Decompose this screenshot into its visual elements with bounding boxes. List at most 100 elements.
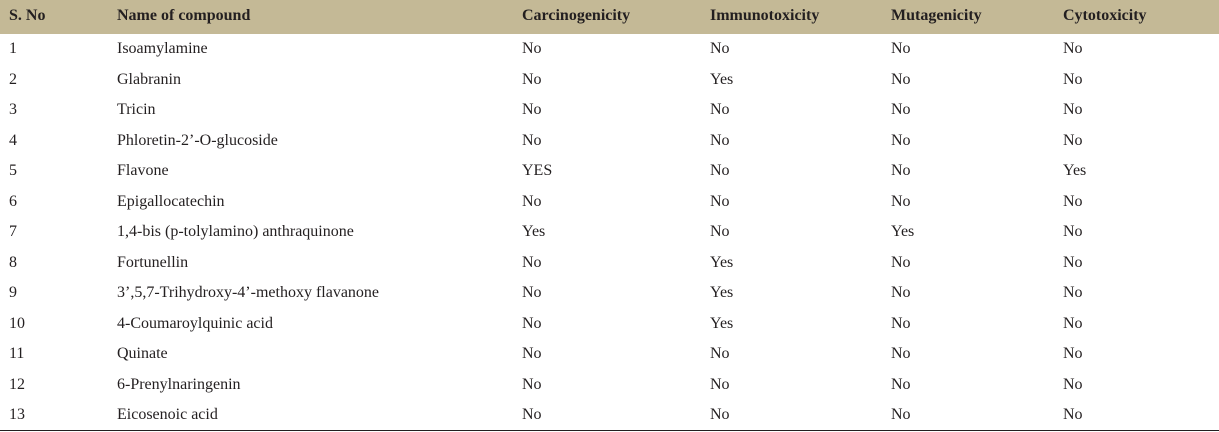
cell-immunotoxicity: No bbox=[710, 101, 730, 119]
cell-s-no: 11 bbox=[9, 345, 25, 363]
cell-cytotoxicity: No bbox=[1063, 131, 1083, 149]
table-row: 6 Epigallocatechin No No No No bbox=[0, 187, 1219, 218]
cell-immunotoxicity: Yes bbox=[710, 314, 734, 332]
table-row: 3 Tricin No No No No bbox=[0, 95, 1219, 126]
cell-carcinogenicity: Yes bbox=[522, 223, 546, 241]
cell-mutagenicity: Yes bbox=[891, 223, 915, 241]
table-body: 1 Isoamylamine No No No No 2 Glabranin No Yes No No… bbox=[0, 34, 1219, 431]
header-immunotoxicity: Immunotoxicity bbox=[710, 7, 820, 24]
cell-carcinogenicity: No bbox=[522, 314, 542, 332]
cell-immunotoxicity: No bbox=[710, 131, 730, 149]
cell-mutagenicity: No bbox=[891, 345, 911, 363]
cell-compound-name: Glabranin bbox=[117, 70, 181, 88]
cell-mutagenicity: No bbox=[891, 253, 911, 271]
cell-cytotoxicity: No bbox=[1063, 192, 1083, 210]
cell-mutagenicity: No bbox=[891, 314, 911, 332]
cell-carcinogenicity: No bbox=[522, 131, 542, 149]
cell-cytotoxicity: No bbox=[1063, 314, 1083, 332]
cell-s-no: 9 bbox=[9, 284, 17, 302]
cell-compound-name: Eicosenoic acid bbox=[117, 406, 218, 423]
cell-compound-name: Epigallocatechin bbox=[117, 192, 225, 210]
cell-mutagenicity: No bbox=[891, 375, 911, 393]
cell-s-no: 7 bbox=[9, 223, 17, 241]
cell-immunotoxicity: No bbox=[710, 223, 730, 241]
table-row: 5 Flavone YES No No Yes bbox=[0, 156, 1219, 187]
cell-carcinogenicity: No bbox=[522, 345, 542, 363]
cell-carcinogenicity: No bbox=[522, 70, 542, 88]
cell-immunotoxicity: Yes bbox=[710, 284, 734, 302]
cell-immunotoxicity: Yes bbox=[710, 70, 734, 88]
table-row: 13 Eicosenoic acid No No No No bbox=[0, 400, 1219, 431]
cell-compound-name: Phloretin-2’-O-glucoside bbox=[117, 131, 278, 149]
cell-immunotoxicity: No bbox=[710, 40, 730, 58]
cell-cytotoxicity: No bbox=[1063, 223, 1083, 241]
cell-s-no: 2 bbox=[9, 70, 17, 88]
cell-cytotoxicity: Yes bbox=[1063, 162, 1087, 180]
cell-cytotoxicity: No bbox=[1063, 40, 1083, 58]
cell-carcinogenicity: No bbox=[522, 40, 542, 58]
cell-compound-name: Tricin bbox=[117, 101, 156, 119]
header-cytotoxicity: Cytotoxicity bbox=[1063, 7, 1147, 24]
cell-carcinogenicity: No bbox=[522, 101, 542, 119]
cell-cytotoxicity: No bbox=[1063, 406, 1083, 423]
header-mutagenicity: Mutagenicity bbox=[891, 7, 982, 24]
cell-compound-name: 4-Coumaroylquinic acid bbox=[117, 314, 273, 332]
cell-mutagenicity: No bbox=[891, 192, 911, 210]
table-row: 7 1,4-bis (p-tolylamino) anthraquinone Yes… bbox=[0, 217, 1219, 248]
table-row: 11 Quinate No No No No bbox=[0, 339, 1219, 370]
cell-s-no: 10 bbox=[9, 314, 25, 332]
cell-immunotoxicity: No bbox=[710, 375, 730, 393]
table-row: 8 Fortunellin No Yes No No bbox=[0, 248, 1219, 279]
cell-carcinogenicity: YES bbox=[522, 162, 553, 180]
cell-cytotoxicity: No bbox=[1063, 101, 1083, 119]
cell-s-no: 3 bbox=[9, 101, 17, 119]
cell-s-no: 12 bbox=[9, 375, 25, 393]
cell-cytotoxicity: No bbox=[1063, 284, 1083, 302]
cell-compound-name: Fortunellin bbox=[117, 253, 189, 271]
cell-s-no: 13 bbox=[9, 406, 25, 423]
cell-compound-name: Isoamylamine bbox=[117, 40, 208, 58]
table-row: 1 Isoamylamine No No No No bbox=[0, 34, 1219, 65]
cell-cytotoxicity: No bbox=[1063, 70, 1083, 88]
cell-mutagenicity: No bbox=[891, 70, 911, 88]
cell-cytotoxicity: No bbox=[1063, 375, 1083, 393]
cell-s-no: 4 bbox=[9, 131, 17, 149]
table-row: 9 3’,5,7-Trihydroxy-4’-methoxy flavanone N… bbox=[0, 278, 1219, 309]
table-header-row: S. No Name of compound Carcinogenicity Immu… bbox=[0, 0, 1219, 34]
cell-carcinogenicity: No bbox=[522, 406, 542, 423]
cell-mutagenicity: No bbox=[891, 101, 911, 119]
cell-s-no: 8 bbox=[9, 253, 17, 271]
cell-carcinogenicity: No bbox=[522, 253, 542, 271]
cell-mutagenicity: No bbox=[891, 406, 911, 423]
cell-compound-name: 6-Prenylnaringenin bbox=[117, 375, 241, 393]
cell-cytotoxicity: No bbox=[1063, 253, 1083, 271]
header-compound-name: Name of compound bbox=[117, 7, 251, 24]
cell-mutagenicity: No bbox=[891, 284, 911, 302]
cell-immunotoxicity: No bbox=[710, 406, 730, 423]
cell-immunotoxicity: Yes bbox=[710, 253, 734, 271]
table-row: 10 4-Coumaroylquinic acid No Yes No No bbox=[0, 309, 1219, 340]
cell-immunotoxicity: No bbox=[710, 345, 730, 363]
cell-mutagenicity: No bbox=[891, 131, 911, 149]
table-row: 2 Glabranin No Yes No No bbox=[0, 65, 1219, 96]
cell-compound-name: Quinate bbox=[117, 345, 168, 363]
cell-compound-name: 1,4-bis (p-tolylamino) anthraquinone bbox=[117, 223, 354, 241]
cell-carcinogenicity: No bbox=[522, 375, 542, 393]
cell-carcinogenicity: No bbox=[522, 284, 542, 302]
cell-compound-name: 3’,5,7-Trihydroxy-4’-methoxy flavanone bbox=[117, 284, 380, 302]
cell-s-no: 1 bbox=[9, 40, 17, 58]
table-row: 12 6-Prenylnaringenin No No No No bbox=[0, 370, 1219, 401]
table-row: 4 Phloretin-2’-O-glucoside No No No No bbox=[0, 126, 1219, 157]
cell-mutagenicity: No bbox=[891, 162, 911, 180]
cell-compound-name: Flavone bbox=[117, 162, 169, 180]
cell-s-no: 5 bbox=[9, 162, 17, 180]
cell-carcinogenicity: No bbox=[522, 192, 542, 210]
header-s-no: S. No bbox=[9, 7, 46, 24]
header-carcinogenicity: Carcinogenicity bbox=[522, 7, 631, 24]
cell-s-no: 6 bbox=[9, 192, 17, 210]
cell-immunotoxicity: No bbox=[710, 192, 730, 210]
cell-immunotoxicity: No bbox=[710, 162, 730, 180]
cell-cytotoxicity: No bbox=[1063, 345, 1083, 363]
cell-mutagenicity: No bbox=[891, 40, 911, 58]
